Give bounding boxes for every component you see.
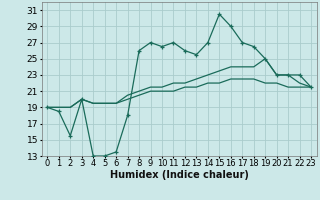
X-axis label: Humidex (Indice chaleur): Humidex (Indice chaleur) — [110, 170, 249, 180]
